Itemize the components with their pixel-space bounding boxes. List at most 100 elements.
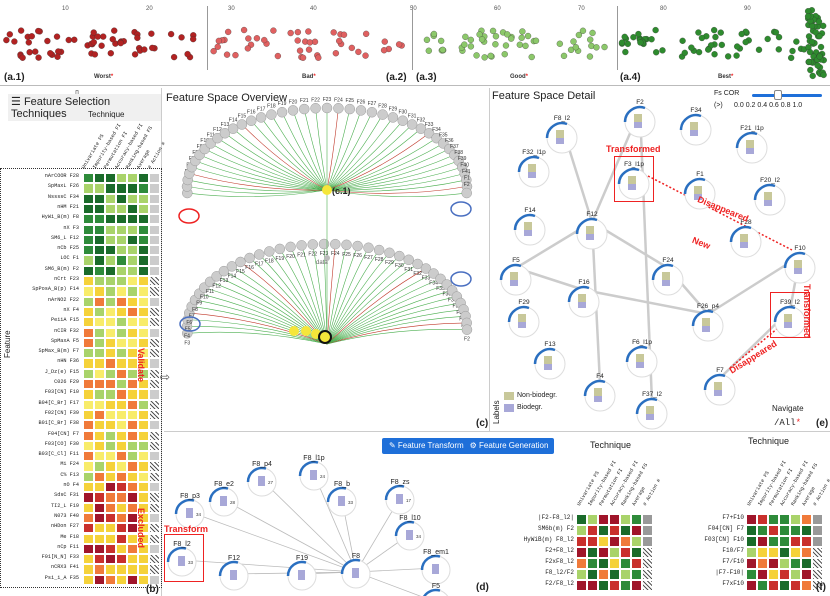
- heatmap-cell[interactable]: [746, 569, 757, 580]
- heatmap-cell[interactable]: [801, 558, 812, 569]
- heatmap-cell[interactable]: [127, 173, 138, 184]
- feature-transformation-button[interactable]: ✎ Feature Transformation: [382, 438, 488, 454]
- heatmap-cell[interactable]: [94, 492, 105, 503]
- heatmap-cell[interactable]: [83, 193, 94, 204]
- heatmap-cell[interactable]: [620, 514, 631, 525]
- heatmap-cell[interactable]: [94, 317, 105, 328]
- heatmap-cell[interactable]: [94, 512, 105, 524]
- heatmap-cell[interactable]: [105, 471, 116, 482]
- heatmap-cell[interactable]: [757, 558, 768, 569]
- heatmap-cell[interactable]: [138, 173, 149, 184]
- heatmap-cell[interactable]: [127, 461, 138, 472]
- heatmap-cell[interactable]: [83, 440, 94, 452]
- heatmap-cell[interactable]: [609, 547, 620, 558]
- heatmap-cell[interactable]: [105, 440, 116, 452]
- heatmap-cell[interactable]: [105, 224, 116, 235]
- heatmap-cell[interactable]: [116, 554, 127, 565]
- heatmap-cell[interactable]: [812, 536, 823, 547]
- heatmap-cell[interactable]: [94, 399, 105, 410]
- heatmap-cell[interactable]: [105, 286, 116, 297]
- heatmap-cell[interactable]: [127, 409, 138, 421]
- heatmap-cell[interactable]: [779, 525, 790, 536]
- heatmap-cell[interactable]: [642, 536, 653, 547]
- heatmap-cell[interactable]: [149, 389, 160, 400]
- heatmap-cell[interactable]: [779, 558, 790, 569]
- heatmap-cell[interactable]: [105, 276, 116, 287]
- heatmap-cell[interactable]: [94, 440, 105, 452]
- heatmap-cell[interactable]: [587, 525, 598, 536]
- heatmap-cell[interactable]: [587, 547, 598, 558]
- heatmap-cell[interactable]: [105, 234, 116, 246]
- heatmap-cell[interactable]: [149, 224, 160, 235]
- heatmap-cell[interactable]: [609, 558, 620, 569]
- heatmap-cell[interactable]: [116, 543, 127, 555]
- heatmap-cell[interactable]: [138, 348, 149, 359]
- heatmap-cell[interactable]: [94, 234, 105, 246]
- heatmap-cell[interactable]: [576, 580, 587, 591]
- heatmap-cell[interactable]: [116, 265, 127, 276]
- heatmap-cell[interactable]: [587, 558, 598, 569]
- heatmap-cell[interactable]: [620, 536, 631, 547]
- heatmap-cell[interactable]: [116, 430, 127, 441]
- heatmap-cell[interactable]: [149, 440, 160, 452]
- heatmap-cell[interactable]: [620, 558, 631, 569]
- heatmap-cell[interactable]: [105, 173, 116, 184]
- heatmap-cell[interactable]: [127, 554, 138, 565]
- heatmap-cell[interactable]: [790, 525, 801, 536]
- heatmap-cell[interactable]: [642, 580, 653, 591]
- heatmap-cell[interactable]: [105, 379, 116, 390]
- heatmap-cell[interactable]: [768, 580, 779, 591]
- heatmap-cell[interactable]: [127, 543, 138, 555]
- heatmap-cell[interactable]: [83, 173, 94, 184]
- heatmap-cell[interactable]: [127, 451, 138, 462]
- heatmap-cell[interactable]: [105, 265, 116, 276]
- heatmap-cell[interactable]: [587, 536, 598, 547]
- heatmap-cell[interactable]: [116, 327, 127, 338]
- heatmap-cell[interactable]: [105, 399, 116, 410]
- heatmap-cell[interactable]: [576, 558, 587, 569]
- heatmap-cell[interactable]: [116, 482, 127, 493]
- heatmap-cell[interactable]: [149, 276, 160, 287]
- heatmap-cell[interactable]: [127, 193, 138, 204]
- heatmap-cell[interactable]: [746, 558, 757, 569]
- heatmap-cell[interactable]: [812, 525, 823, 536]
- heatmap-cell[interactable]: [105, 420, 116, 431]
- heatmap-cell[interactable]: [149, 296, 160, 307]
- heatmap-cell[interactable]: [116, 420, 127, 431]
- heatmap-cell[interactable]: [631, 580, 642, 591]
- heatmap-cell[interactable]: [598, 569, 609, 580]
- heatmap-cell[interactable]: [105, 564, 116, 575]
- heatmap-cell[interactable]: [812, 569, 823, 580]
- heatmap-cell[interactable]: [127, 265, 138, 276]
- heatmap-cell[interactable]: [105, 492, 116, 503]
- heatmap-cell[interactable]: [83, 533, 94, 544]
- heatmap-cell[interactable]: [779, 536, 790, 547]
- heatmap-cell[interactable]: [587, 569, 598, 580]
- heatmap-cell[interactable]: [138, 512, 149, 524]
- heatmap-cell[interactable]: [757, 514, 768, 525]
- heatmap-cell[interactable]: [83, 482, 94, 493]
- heatmap-cell[interactable]: [598, 525, 609, 536]
- heatmap-cell[interactable]: [149, 245, 160, 256]
- heatmap-cell[interactable]: [149, 265, 160, 276]
- heatmap-cell[interactable]: [149, 348, 160, 359]
- heatmap-cell[interactable]: [105, 183, 116, 194]
- heatmap-cell[interactable]: [149, 512, 160, 524]
- heatmap-cell[interactable]: [138, 358, 149, 369]
- heatmap-cell[interactable]: [138, 502, 149, 513]
- heatmap-cell[interactable]: [127, 337, 138, 349]
- overview-graph[interactable]: F3F4F5F6F7F8F9F10F11F12F13F14F15F16F17F1…: [164, 88, 490, 432]
- heatmap-cell[interactable]: [127, 379, 138, 390]
- heatmap-cell[interactable]: [138, 420, 149, 431]
- heatmap-cell[interactable]: [138, 255, 149, 266]
- heatmap-cell[interactable]: [587, 580, 598, 591]
- slider-handle[interactable]: [774, 90, 782, 100]
- heatmap-cell[interactable]: [105, 245, 116, 256]
- heatmap-cell[interactable]: [105, 255, 116, 266]
- heatmap-cell[interactable]: [790, 580, 801, 591]
- heatmap-cell[interactable]: [149, 482, 160, 493]
- heatmap-cell[interactable]: [94, 265, 105, 276]
- heatmap-cell[interactable]: [94, 327, 105, 338]
- heatmap-cell[interactable]: [746, 580, 757, 591]
- heatmap-cell[interactable]: [598, 514, 609, 525]
